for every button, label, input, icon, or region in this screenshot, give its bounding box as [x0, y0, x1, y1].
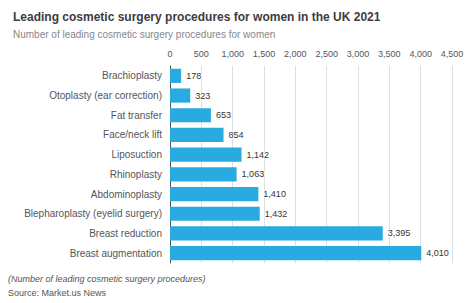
svg-text:Rhinoplasty: Rhinoplasty: [110, 169, 162, 180]
svg-text:2,500: 2,500: [315, 49, 338, 59]
svg-text:Fat transfer: Fat transfer: [111, 110, 163, 121]
svg-text:Blepharoplasty (eyelid surgery: Blepharoplasty (eyelid surgery): [24, 208, 162, 219]
svg-text:Abdominoplasty: Abdominoplasty: [91, 189, 162, 200]
svg-text:854: 854: [229, 130, 244, 140]
svg-text:0: 0: [167, 49, 172, 59]
svg-text:Otoplasty (ear correction): Otoplasty (ear correction): [49, 90, 162, 101]
svg-text:500: 500: [194, 49, 209, 59]
svg-text:3,500: 3,500: [378, 49, 401, 59]
svg-text:4,010: 4,010: [426, 248, 449, 258]
svg-text:3,000: 3,000: [347, 49, 370, 59]
svg-text:653: 653: [216, 110, 231, 120]
svg-text:Number of leading cosmetic sur: Number of leading cosmetic surgery proce…: [13, 29, 275, 40]
svg-text:(Number of leading cosmetic su: (Number of leading cosmetic surgery proc…: [8, 274, 206, 284]
svg-text:1,432: 1,432: [265, 209, 288, 219]
svg-text:Liposuction: Liposuction: [111, 149, 162, 160]
svg-text:323: 323: [195, 91, 210, 101]
svg-text:4,500: 4,500: [441, 49, 464, 59]
svg-text:2,000: 2,000: [284, 49, 307, 59]
svg-text:Leading cosmetic surgery proce: Leading cosmetic surgery procedures for …: [13, 10, 381, 24]
svg-text:1,410: 1,410: [263, 189, 286, 199]
svg-text:1,063: 1,063: [242, 169, 265, 179]
svg-text:Face/neck lift: Face/neck lift: [103, 129, 162, 140]
svg-text:Breast augmentation: Breast augmentation: [70, 248, 162, 259]
svg-text:1,142: 1,142: [247, 150, 270, 160]
svg-text:3,395: 3,395: [388, 228, 411, 238]
svg-text:1,000: 1,000: [221, 49, 244, 59]
svg-text:1,500: 1,500: [253, 49, 276, 59]
svg-text:178: 178: [186, 71, 201, 81]
svg-text:4,000: 4,000: [409, 49, 432, 59]
svg-text:Brachioplasty: Brachioplasty: [102, 70, 162, 81]
svg-text:Source: Market.us News: Source: Market.us News: [8, 288, 107, 298]
svg-text:Breast reduction: Breast reduction: [89, 228, 162, 239]
